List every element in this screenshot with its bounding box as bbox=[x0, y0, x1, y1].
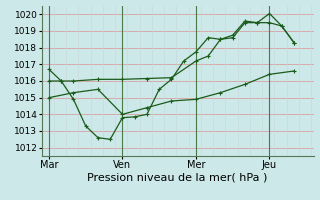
X-axis label: Pression niveau de la mer( hPa ): Pression niveau de la mer( hPa ) bbox=[87, 173, 268, 183]
